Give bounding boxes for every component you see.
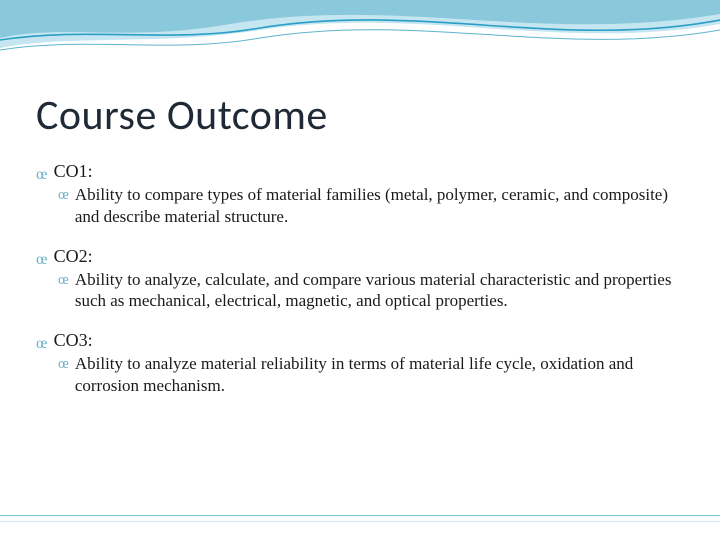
bullet-icon: œ [58,273,69,288]
slide-title: Course Outcome [36,90,684,141]
footer-line-2 [0,521,720,522]
outcome-3-label: CO3: [54,330,93,351]
bullet-icon: œ [36,252,48,268]
outcome-2: œ CO2: œ Ability to analyze, calculate, … [36,246,684,313]
outcome-1: œ CO1: œ Ability to compare types of mat… [36,161,684,228]
bullet-icon: œ [58,357,69,372]
bullet-icon: œ [36,336,48,352]
outcome-3-desc: Ability to analyze material reliability … [75,353,675,397]
slide-content: Course Outcome œ CO1: œ Ability to compa… [0,0,720,397]
bullet-icon: œ [58,188,69,203]
outcome-3: œ CO3: œ Ability to analyze material rel… [36,330,684,397]
bullet-icon: œ [36,167,48,183]
footer-line-1 [0,515,720,516]
outcome-2-label-row: œ CO2: [36,246,684,267]
outcome-2-desc: Ability to analyze, calculate, and compa… [75,269,675,313]
outcome-1-desc: Ability to compare types of material fam… [75,184,675,228]
outcome-2-label: CO2: [54,246,93,267]
outcome-3-desc-row: œ Ability to analyze material reliabilit… [58,353,684,397]
outcome-1-desc-row: œ Ability to compare types of material f… [58,184,684,228]
outcome-2-desc-row: œ Ability to analyze, calculate, and com… [58,269,684,313]
outcome-1-label-row: œ CO1: [36,161,684,182]
outcome-3-label-row: œ CO3: [36,330,684,351]
outcome-1-label: CO1: [54,161,93,182]
